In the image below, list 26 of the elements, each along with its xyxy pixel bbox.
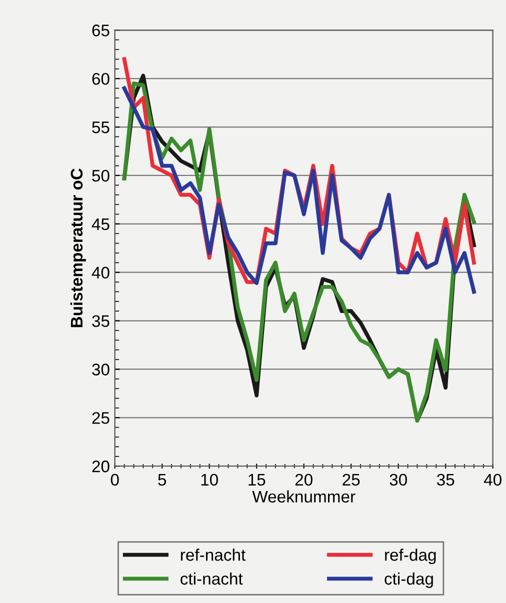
x-tick-label: 25 bbox=[342, 474, 360, 486]
y-tick-label: 20 bbox=[92, 460, 110, 472]
y-tick-label: 35 bbox=[92, 315, 110, 327]
legend-label: cti-nacht bbox=[180, 572, 243, 585]
x-tick-label: 40 bbox=[484, 474, 502, 486]
x-axis-title: Weeknummer bbox=[252, 490, 356, 503]
y-tick-label: 60 bbox=[92, 72, 110, 85]
x-tick-label: 35 bbox=[436, 474, 454, 486]
x-tick-label: 15 bbox=[248, 474, 266, 486]
y-axis-title: Buistemperatuur oC bbox=[70, 168, 86, 328]
legend-label: cti-dag bbox=[384, 572, 433, 588]
y-tick-label: 50 bbox=[92, 170, 110, 182]
x-tick-label: 0 bbox=[110, 474, 119, 486]
y-tick-label: 30 bbox=[92, 364, 110, 376]
legend-label: ref-dag bbox=[385, 548, 436, 564]
x-tick-label: 20 bbox=[295, 474, 312, 486]
x-tick-label: 30 bbox=[390, 474, 407, 486]
x-tick-label: 5 bbox=[158, 474, 166, 486]
y-tick-label: 65 bbox=[92, 24, 110, 36]
y-tick-label: 40 bbox=[92, 266, 110, 279]
y-tick-label: 45 bbox=[92, 218, 110, 230]
y-tick-label: 55 bbox=[92, 122, 110, 134]
legend-label: ref-nacht bbox=[180, 548, 246, 561]
y-tick-label: 25 bbox=[92, 412, 110, 424]
line-series bbox=[122, 86, 476, 294]
x-tick-label: 10 bbox=[201, 474, 218, 486]
